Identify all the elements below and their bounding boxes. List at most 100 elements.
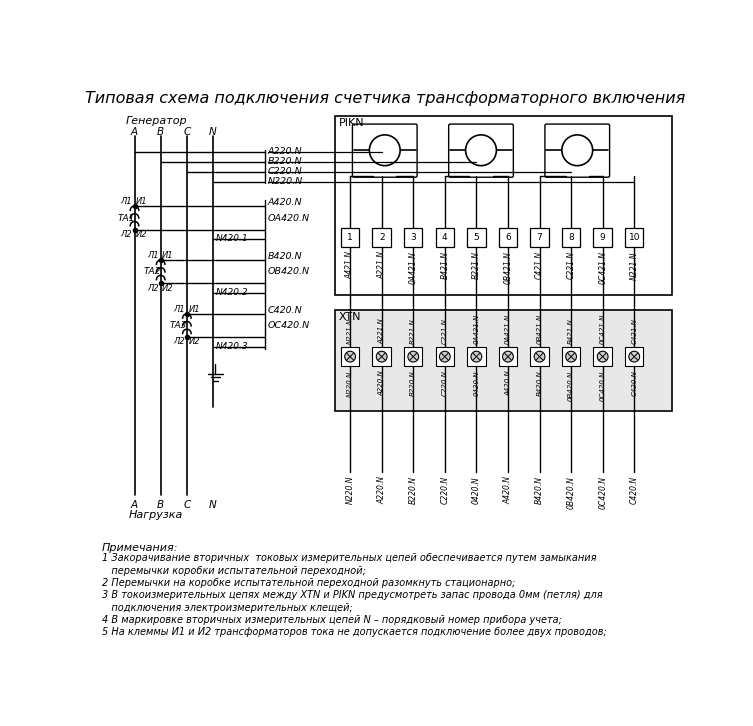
Text: 0A421.N: 0A421.N bbox=[505, 314, 511, 344]
Text: ТА2: ТА2 bbox=[144, 267, 161, 277]
Text: B420.N: B420.N bbox=[535, 476, 544, 504]
Text: 1 Закорачивание вторичных  токовых измерительных цепей обеспечивается путем замы: 1 Закорачивание вторичных токовых измери… bbox=[102, 553, 596, 563]
Text: A220.N: A220.N bbox=[377, 476, 386, 504]
Bar bbox=[593, 347, 612, 366]
Text: 1: 1 bbox=[347, 233, 353, 242]
Text: OB420.N: OB420.N bbox=[268, 267, 309, 277]
Text: B220.N: B220.N bbox=[410, 370, 416, 396]
Bar bbox=[530, 347, 549, 366]
Text: И1: И1 bbox=[162, 251, 174, 260]
Text: ТА1: ТА1 bbox=[117, 213, 135, 223]
Text: A420.N: A420.N bbox=[504, 476, 513, 504]
Bar bbox=[530, 228, 549, 247]
Text: Генератор: Генератор bbox=[125, 116, 187, 126]
Text: 4 В маркировке вторичных измерительных цепей N – порядковый номер прибора учета;: 4 В маркировке вторичных измерительных ц… bbox=[102, 615, 562, 625]
Text: Л1: Л1 bbox=[173, 305, 184, 314]
Text: B421.N: B421.N bbox=[441, 251, 450, 279]
Circle shape bbox=[597, 351, 608, 362]
Circle shape bbox=[345, 351, 355, 362]
Text: A221.N: A221.N bbox=[379, 319, 385, 344]
Bar bbox=[467, 347, 486, 366]
Text: 0C421.N: 0C421.N bbox=[598, 251, 607, 284]
Text: N221.N: N221.N bbox=[347, 318, 353, 344]
Bar bbox=[341, 347, 359, 366]
Text: перемычки коробки испытательной переходной;: перемычки коробки испытательной переходн… bbox=[102, 566, 366, 576]
Text: C220.N: C220.N bbox=[268, 167, 303, 176]
Circle shape bbox=[440, 351, 450, 362]
Bar bbox=[625, 347, 644, 366]
Text: 9: 9 bbox=[600, 233, 605, 242]
Text: 3 В токоизмерительных цепях между XTN и PIKN предусмотреть запас провода 0мм (пе: 3 В токоизмерительных цепях между XTN и … bbox=[102, 590, 603, 600]
Text: N220.N: N220.N bbox=[346, 476, 355, 505]
Bar bbox=[334, 311, 672, 410]
Text: 0420.N: 0420.N bbox=[474, 370, 480, 396]
Circle shape bbox=[502, 351, 514, 362]
Text: подключения электроизмерительных клещей;: подключения электроизмерительных клещей; bbox=[102, 603, 353, 613]
Text: N: N bbox=[209, 500, 217, 510]
Bar bbox=[625, 228, 644, 247]
Bar bbox=[562, 228, 581, 247]
Bar bbox=[498, 228, 517, 247]
Text: C: C bbox=[183, 127, 191, 136]
Text: И2: И2 bbox=[136, 229, 148, 239]
Text: Л2: Л2 bbox=[147, 284, 158, 293]
Circle shape bbox=[408, 351, 419, 362]
Bar bbox=[435, 347, 454, 366]
Text: 5: 5 bbox=[474, 233, 479, 242]
Circle shape bbox=[534, 351, 545, 362]
Text: 7: 7 bbox=[537, 233, 542, 242]
Text: A221.N: A221.N bbox=[377, 251, 386, 279]
Text: C: C bbox=[183, 500, 191, 510]
Text: 6: 6 bbox=[505, 233, 511, 242]
Text: C420.N: C420.N bbox=[630, 476, 639, 504]
Circle shape bbox=[566, 351, 577, 362]
Bar bbox=[373, 228, 391, 247]
Text: 10: 10 bbox=[629, 233, 640, 242]
Text: 0B421.N: 0B421.N bbox=[504, 251, 513, 284]
Bar bbox=[467, 228, 486, 247]
Text: N420.1: N420.1 bbox=[215, 234, 248, 243]
Text: XTN: XTN bbox=[339, 311, 361, 322]
Text: 0A421.N: 0A421.N bbox=[409, 251, 418, 284]
Bar bbox=[593, 228, 612, 247]
Text: Примечания:: Примечания: bbox=[102, 542, 178, 552]
Text: A: A bbox=[131, 127, 138, 136]
Text: C221.N: C221.N bbox=[566, 251, 575, 280]
Text: И1: И1 bbox=[136, 197, 148, 206]
Text: 0C420.N: 0C420.N bbox=[599, 370, 605, 401]
Text: C220.N: C220.N bbox=[441, 476, 450, 504]
Text: B220.N: B220.N bbox=[409, 476, 418, 504]
Text: A420.N: A420.N bbox=[505, 370, 511, 396]
Text: C421.N: C421.N bbox=[631, 319, 637, 344]
Text: 0B420.N: 0B420.N bbox=[568, 370, 574, 401]
Text: 2: 2 bbox=[379, 233, 385, 242]
Text: C220.N: C220.N bbox=[442, 370, 448, 396]
Bar bbox=[435, 228, 454, 247]
Text: N221.N: N221.N bbox=[630, 251, 639, 280]
Text: C420.N: C420.N bbox=[631, 370, 637, 396]
Text: A: A bbox=[131, 500, 138, 510]
Text: B221.N: B221.N bbox=[472, 251, 481, 279]
Bar bbox=[404, 347, 422, 366]
Text: 0B421.N: 0B421.N bbox=[537, 314, 542, 344]
Text: B421.N: B421.N bbox=[568, 319, 574, 344]
Text: И2: И2 bbox=[162, 284, 174, 293]
Text: PIKN: PIKN bbox=[339, 118, 364, 128]
Text: N: N bbox=[209, 127, 217, 136]
Text: B420.N: B420.N bbox=[537, 370, 542, 396]
Text: Л2: Л2 bbox=[173, 338, 184, 346]
Text: Типовая схема подключения счетчика трансформаторного включения: Типовая схема подключения счетчика транс… bbox=[85, 91, 686, 106]
Text: A420.N: A420.N bbox=[268, 198, 303, 207]
Bar bbox=[373, 347, 391, 366]
Text: OC420.N: OC420.N bbox=[268, 322, 310, 330]
Text: A421.N: A421.N bbox=[346, 251, 355, 279]
Text: Нагрузка: Нагрузка bbox=[129, 510, 183, 521]
Text: 5 На клеммы И1 и И2 трансформаторов тока не допускается подключение более двух п: 5 На клеммы И1 и И2 трансформаторов тока… bbox=[102, 627, 607, 637]
Bar bbox=[498, 347, 517, 366]
Bar bbox=[341, 228, 359, 247]
Bar bbox=[334, 116, 672, 295]
Text: N220.N: N220.N bbox=[347, 370, 353, 396]
Text: N220.N: N220.N bbox=[268, 177, 303, 187]
Text: Л2: Л2 bbox=[120, 229, 133, 239]
Text: C420.N: C420.N bbox=[268, 306, 303, 315]
